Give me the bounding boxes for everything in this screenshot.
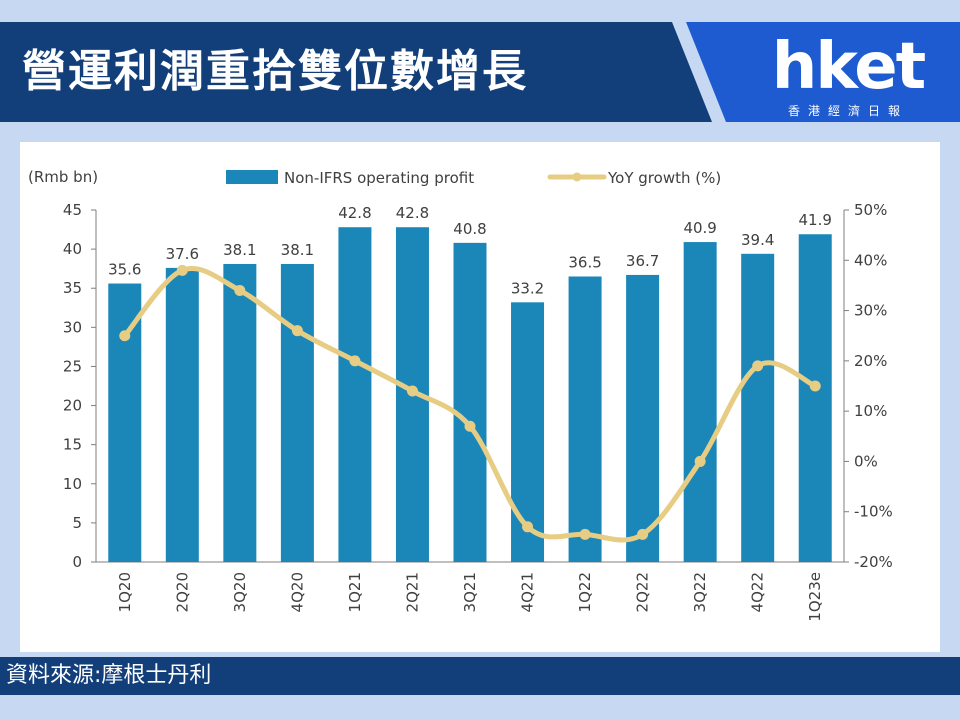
- left-y-tick-label: 10: [63, 475, 82, 493]
- page-title: 營運利潤重拾雙位數增長: [22, 46, 528, 97]
- x-tick-label: 2Q20: [173, 572, 191, 612]
- hket-logo-subtitle: 香港經濟日報: [787, 104, 908, 118]
- legend-bar-swatch: [226, 170, 278, 184]
- title-bar: 營運利潤重拾雙位數增長 hket 香港經濟日報: [0, 22, 960, 122]
- bar-value-label: 38.1: [281, 241, 314, 259]
- yoy-growth-marker: [579, 528, 591, 540]
- yoy-growth-marker: [694, 455, 706, 467]
- x-tick-label: 3Q21: [461, 572, 479, 612]
- bar: [338, 227, 372, 562]
- legend-bar-label: Non-IFRS operating profit: [284, 169, 474, 187]
- yoy-growth-marker: [809, 380, 821, 392]
- x-tick-label: 4Q20: [288, 572, 306, 612]
- legend-line-label: YoY growth (%): [607, 169, 721, 187]
- bar: [683, 242, 717, 562]
- left-y-tick-label: 5: [72, 514, 82, 532]
- right-y-tick-label: 30%: [854, 302, 887, 320]
- bar-value-label: 38.1: [223, 241, 256, 259]
- yoy-growth-marker: [752, 360, 764, 372]
- source-note: 資料來源:摩根士丹利: [6, 663, 212, 688]
- bar: [280, 263, 314, 562]
- bar: [453, 242, 487, 562]
- left-y-tick-label: 45: [63, 201, 82, 219]
- right-y-tick-label: -20%: [854, 553, 893, 571]
- bar-value-label: 42.8: [338, 204, 371, 222]
- yoy-growth-marker: [349, 355, 361, 367]
- right-y-tick-label: 40%: [854, 251, 887, 269]
- bar: [798, 234, 832, 562]
- bar-value-label: 40.8: [453, 220, 486, 238]
- bar: [108, 283, 142, 562]
- yoy-growth-marker: [406, 385, 418, 397]
- left-y-tick-label: 20: [63, 397, 82, 415]
- x-tick-label: 4Q22: [749, 572, 767, 612]
- left-y-tick-label: 40: [63, 240, 82, 258]
- right-y-tick-label: 50%: [854, 201, 887, 219]
- bar-value-label: 37.6: [166, 245, 199, 263]
- left-y-tick-label: 25: [63, 357, 82, 375]
- right-y-tick-label: -10%: [854, 503, 893, 521]
- left-y-tick-label: 0: [72, 553, 82, 571]
- yoy-growth-marker: [464, 420, 476, 432]
- title-bar-logo-shape: [686, 22, 960, 122]
- yoy-growth-marker: [176, 264, 188, 276]
- bar-value-label: 36.7: [626, 252, 659, 270]
- left-y-tick-label: 30: [63, 318, 82, 336]
- x-tick-label: 1Q20: [116, 572, 134, 612]
- bar: [165, 267, 199, 562]
- bar-value-label: 35.6: [108, 261, 141, 279]
- x-tick-label: 1Q23e: [806, 572, 824, 622]
- bar-value-label: 39.4: [741, 231, 774, 249]
- x-tick-label: 2Q21: [403, 572, 421, 612]
- y-axis-unit-label: (Rmb bn): [28, 168, 98, 186]
- hket-logo: hket: [771, 30, 926, 104]
- x-tick-label: 3Q20: [231, 572, 249, 612]
- bar: [223, 263, 257, 562]
- left-y-tick-label: 35: [63, 279, 82, 297]
- bar: [568, 276, 602, 562]
- x-tick-label: 1Q22: [576, 572, 594, 612]
- bar: [626, 274, 660, 562]
- plot-area: 0 5 10 15 20 25 30 35 40 45 -20% -10% 0% 10% 20% 30% 40%…: [63, 201, 893, 622]
- yoy-growth-marker: [637, 528, 649, 540]
- title-bar-left-shape: [0, 22, 712, 122]
- right-y-tick-label: 0%: [854, 452, 878, 470]
- bar-value-label: 42.8: [396, 204, 429, 222]
- right-y-tick-label: 20%: [854, 352, 887, 370]
- left-y-tick-label: 15: [63, 436, 82, 454]
- x-tick-label: 4Q21: [519, 572, 537, 612]
- bar-value-label: 33.2: [511, 279, 544, 297]
- title-bar-background: [0, 22, 960, 122]
- yoy-growth-marker: [291, 325, 303, 337]
- x-tick-label: 2Q22: [634, 572, 652, 612]
- legend-line-marker: [572, 172, 582, 182]
- yoy-growth-marker: [522, 521, 534, 533]
- footer-bar: 資料來源:摩根士丹利: [0, 657, 960, 695]
- bar-value-label: 36.5: [568, 253, 601, 271]
- x-tick-label: 1Q21: [346, 572, 364, 612]
- bar: [741, 253, 775, 562]
- yoy-growth-marker: [119, 330, 131, 342]
- chart-panel: (Rmb bn) Non-IFRS operating profit YoY g…: [20, 142, 940, 652]
- operating-profit-chart: (Rmb bn) Non-IFRS operating profit YoY g…: [28, 168, 893, 622]
- bar: [511, 302, 545, 562]
- x-tick-label: 3Q22: [691, 572, 709, 612]
- bar-value-label: 41.9: [799, 211, 832, 229]
- right-y-tick-label: 10%: [854, 402, 887, 420]
- yoy-growth-marker: [234, 284, 246, 296]
- bar-value-label: 40.9: [683, 219, 716, 237]
